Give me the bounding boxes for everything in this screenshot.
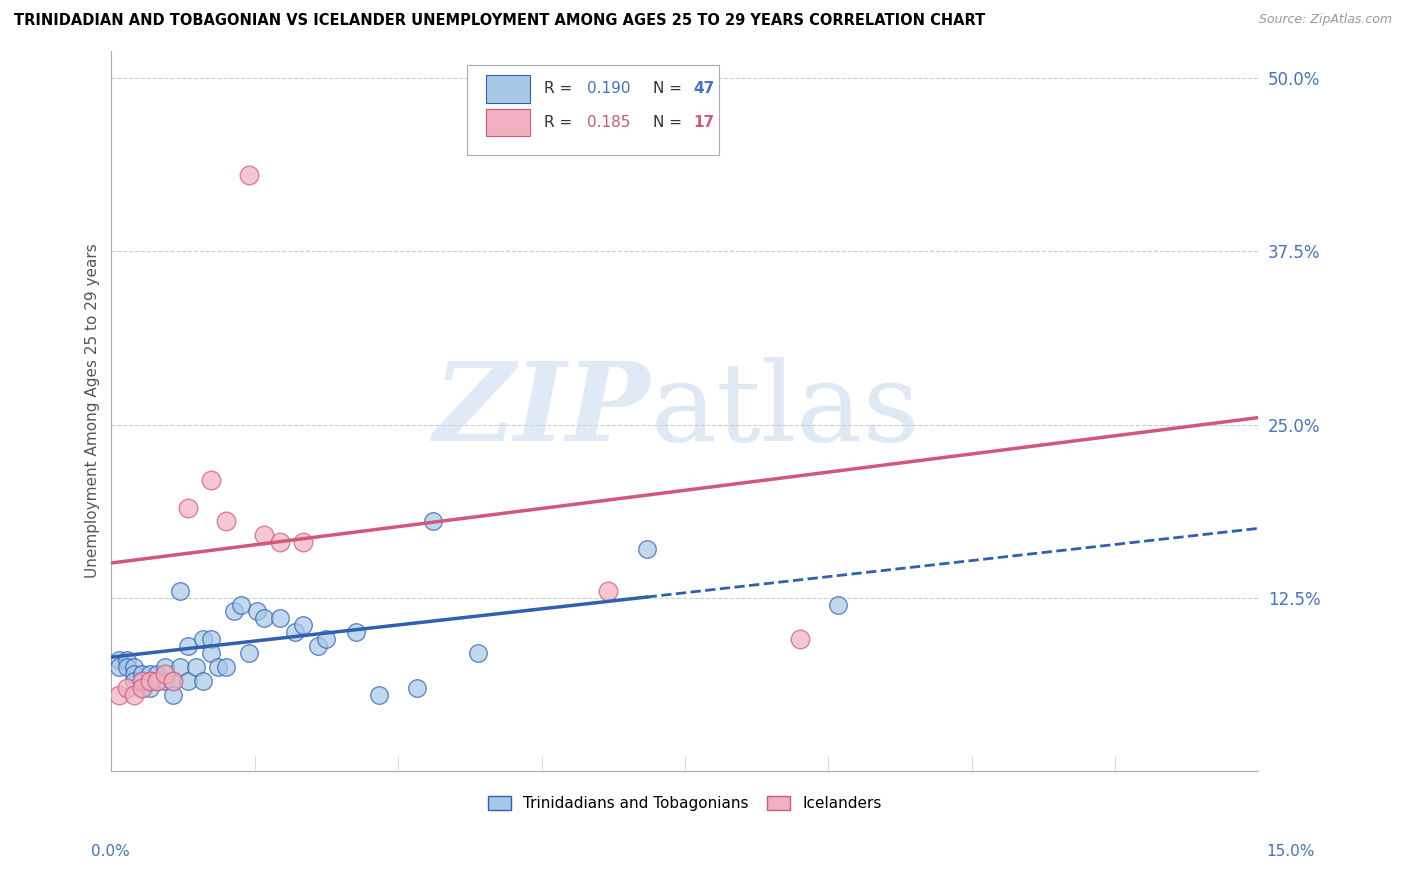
Text: R =: R = (544, 81, 576, 96)
Text: R =: R = (544, 115, 576, 130)
Text: 0.190: 0.190 (588, 81, 631, 96)
Point (115, 681, 138, 695)
Point (162, 673, 184, 688)
Y-axis label: Unemployment Among Ages 25 to 29 years: Unemployment Among Ages 25 to 29 years (86, 244, 100, 578)
Point (153, 666, 176, 681)
Point (124, 673, 146, 688)
Point (200, 473, 222, 487)
Point (215, 515, 238, 529)
Point (153, 660, 176, 674)
Text: 0.0%: 0.0% (91, 845, 131, 859)
Point (108, 653, 131, 667)
Point (238, 169, 260, 183)
Point (162, 688, 184, 702)
Text: 15.0%: 15.0% (1267, 845, 1315, 859)
Legend: Trinidadians and Tobagonians, Icelanders: Trinidadians and Tobagonians, Icelanders (482, 789, 887, 817)
Point (269, 535, 291, 549)
Point (269, 611, 291, 625)
Text: atlas: atlas (651, 357, 920, 464)
Text: Source: ZipAtlas.com: Source: ZipAtlas.com (1258, 13, 1392, 27)
Point (238, 646, 260, 660)
Point (124, 660, 146, 674)
Point (253, 611, 276, 625)
Point (138, 673, 160, 688)
Text: N =: N = (652, 115, 686, 130)
Point (146, 673, 169, 688)
Point (291, 535, 314, 549)
Point (115, 660, 138, 674)
Point (291, 618, 314, 632)
Text: TRINIDADIAN AND TOBAGONIAN VS ICELANDER UNEMPLOYMENT AMONG AGES 25 TO 29 YEARS C: TRINIDADIAN AND TOBAGONIAN VS ICELANDER … (14, 13, 986, 29)
Point (827, 598, 849, 612)
Text: 0.185: 0.185 (588, 115, 631, 130)
Point (315, 632, 337, 647)
Point (191, 632, 214, 647)
Point (131, 673, 153, 688)
Point (422, 515, 444, 529)
Point (138, 673, 160, 688)
Point (200, 646, 222, 660)
Point (200, 632, 222, 647)
Point (368, 688, 391, 702)
Text: N =: N = (652, 81, 686, 96)
Point (191, 673, 214, 688)
Point (184, 660, 207, 674)
Point (146, 666, 169, 681)
Point (108, 660, 131, 674)
Point (131, 681, 153, 695)
Text: 17: 17 (693, 115, 714, 130)
Point (307, 639, 329, 653)
Point (177, 500, 200, 515)
Point (177, 639, 200, 653)
Point (169, 583, 191, 598)
Point (598, 583, 620, 598)
Point (344, 625, 367, 640)
Point (177, 673, 200, 688)
Point (146, 673, 169, 688)
Point (131, 666, 153, 681)
Point (169, 660, 191, 674)
Point (789, 632, 811, 647)
Point (153, 673, 176, 688)
Point (162, 673, 184, 688)
Point (284, 625, 307, 640)
Point (246, 604, 269, 618)
Text: 47: 47 (693, 81, 714, 96)
Point (138, 666, 160, 681)
Point (467, 646, 489, 660)
Point (108, 688, 131, 702)
Point (131, 673, 153, 688)
Point (115, 653, 138, 667)
Text: ZIP: ZIP (434, 357, 651, 465)
Point (406, 681, 429, 695)
Point (253, 528, 276, 542)
Point (636, 542, 658, 557)
Point (124, 688, 146, 702)
Point (207, 660, 229, 674)
Point (215, 660, 238, 674)
Point (231, 598, 253, 612)
FancyBboxPatch shape (467, 65, 720, 155)
Point (131, 681, 153, 695)
FancyBboxPatch shape (486, 75, 530, 103)
FancyBboxPatch shape (486, 109, 530, 136)
Point (222, 604, 245, 618)
Point (124, 666, 146, 681)
Point (138, 681, 160, 695)
